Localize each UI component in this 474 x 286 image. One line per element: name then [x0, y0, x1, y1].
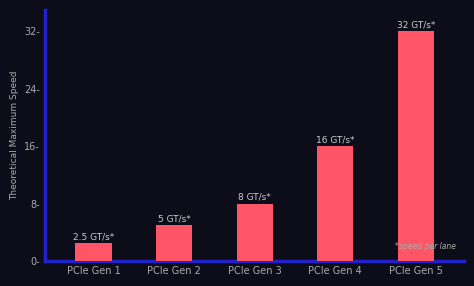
Bar — [75, 243, 111, 261]
Bar — [317, 146, 354, 261]
Text: 2.5 GT/s*: 2.5 GT/s* — [73, 232, 114, 241]
Bar — [237, 204, 273, 261]
Bar — [156, 225, 192, 261]
Text: 5 GT/s*: 5 GT/s* — [158, 214, 191, 223]
Text: 32 GT/s*: 32 GT/s* — [397, 20, 435, 29]
Bar — [398, 31, 434, 261]
Text: 16 GT/s*: 16 GT/s* — [316, 135, 355, 144]
Text: *speed per lane: *speed per lane — [395, 242, 456, 251]
Y-axis label: Theoretical Maximum Speed: Theoretical Maximum Speed — [10, 71, 18, 200]
Text: 8 GT/s*: 8 GT/s* — [238, 193, 271, 202]
